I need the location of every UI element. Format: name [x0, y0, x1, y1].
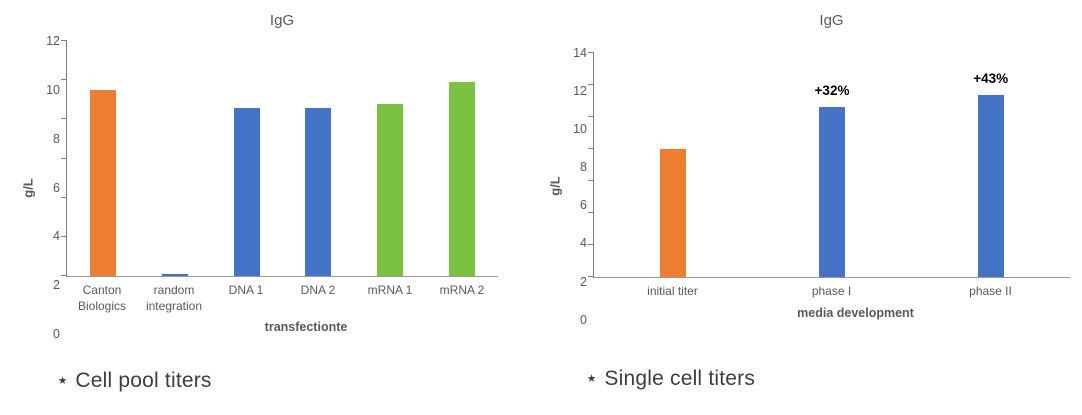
y-tick-label: 10	[573, 122, 587, 137]
y-tick-mark	[61, 196, 67, 198]
y-tick-mark	[588, 212, 594, 213]
y-tick-label: 4	[53, 229, 60, 244]
x-category-canton-biologics: Canton Biologics	[77, 283, 127, 313]
x-axis-categories: initial titer phase I phase II	[593, 284, 1070, 300]
y-axis-label: g/L	[20, 177, 36, 198]
x-category-mrna-2: mRNA 2	[439, 283, 485, 297]
single-cell-titers-chart: IgG g/L 0 2 4 6 8 10 12 14 +32% +43% initial tit…	[545, 12, 1070, 391]
y-tick-mark	[61, 157, 67, 159]
bar-mrna-1	[377, 103, 404, 276]
y-tick-mark	[588, 244, 594, 245]
x-axis-label: transfectionte	[264, 320, 348, 335]
x-category-initial-titer: initial titer	[647, 284, 698, 298]
x-category-dna-1: DNA 1	[228, 283, 264, 297]
y-tick-mark	[588, 276, 594, 277]
plot-area: +32% +43%	[588, 52, 1070, 278]
y-tick-label: 8	[580, 160, 587, 175]
y-axis-label: g/L	[547, 176, 563, 197]
y-tick-mark	[588, 116, 594, 117]
y-axis-tick-labels: 0 2 4 6 8 10 12	[38, 34, 66, 341]
bar-phase-i	[819, 107, 845, 277]
bar-slot-random-integration	[139, 41, 211, 276]
y-tick-label: 8	[53, 131, 60, 146]
y-tick-mark	[588, 148, 594, 149]
y-tick-label: 2	[53, 278, 60, 293]
y-tick-label: 12	[46, 34, 60, 48]
y-tick-mark	[61, 118, 67, 120]
bar-slot-phase-ii: +43%	[911, 53, 1070, 277]
y-tick-label: 0	[53, 327, 60, 342]
y-tick-label: 6	[53, 180, 60, 195]
y-tick-label: 4	[580, 236, 587, 251]
chart-title: IgG	[269, 12, 295, 29]
bar-canton-biologics	[89, 89, 116, 276]
y-axis-tick-labels: 0 2 4 6 8 10 12 14	[565, 46, 593, 327]
x-axis-categories: Canton Biologics random integration DNA 1 D…	[66, 283, 498, 314]
x-category-dna-2: DNA 2	[300, 283, 336, 297]
x-axis-label: media development	[797, 305, 914, 320]
bar-annotation-phase-i: +32%	[814, 83, 850, 99]
y-tick-mark	[588, 52, 594, 53]
bar-slot-mrna-1	[354, 41, 426, 276]
y-tick-label: 14	[573, 46, 587, 60]
plot-area	[61, 40, 498, 277]
y-tick-mark	[588, 84, 594, 85]
y-tick-label: 10	[46, 82, 60, 97]
y-tick-mark	[61, 79, 67, 81]
bar-initial-titer	[660, 149, 687, 277]
bar-random-integration	[161, 274, 188, 276]
x-category-random-integration: random integration	[145, 283, 203, 313]
bar-slot-dna-2	[282, 41, 354, 276]
y-tick-label: 2	[580, 274, 587, 289]
bar-series: +32% +43%	[594, 53, 1070, 277]
y-tick-label: 0	[580, 312, 587, 327]
x-category-mrna-1: mRNA 1	[367, 283, 413, 297]
y-tick-mark	[588, 180, 594, 181]
cell-pool-titers-chart: IgG g/L 0 2 4 6 8 10 12 Canton Biologics random…	[18, 12, 498, 393]
y-tick-label: 12	[573, 84, 587, 99]
bar-slot-phase-i: +32%	[753, 53, 912, 277]
chart-footnote: ⋆ Cell pool titers	[56, 369, 212, 393]
bar-slot-initial-titer	[594, 53, 753, 277]
chart-footnote: ⋆ Single cell titers	[585, 366, 756, 390]
bar-dna-2	[305, 107, 332, 276]
bar-dna-1	[233, 107, 260, 276]
chart-title: IgG	[819, 12, 844, 29]
bar-phase-ii	[977, 94, 1004, 277]
x-category-phase-ii: phase II	[969, 284, 1012, 298]
y-tick-label: 6	[580, 198, 587, 213]
bar-mrna-2	[449, 82, 476, 276]
bar-annotation-phase-ii: +43%	[973, 70, 1009, 86]
y-tick-mark	[61, 275, 67, 276]
y-tick-mark	[61, 40, 67, 41]
x-category-phase-i: phase I	[811, 284, 852, 298]
bar-slot-canton-biologics	[67, 41, 139, 276]
bar-series	[67, 41, 498, 276]
bar-slot-mrna-2	[426, 41, 498, 276]
bar-slot-dna-1	[211, 41, 283, 276]
y-tick-mark	[61, 235, 67, 237]
